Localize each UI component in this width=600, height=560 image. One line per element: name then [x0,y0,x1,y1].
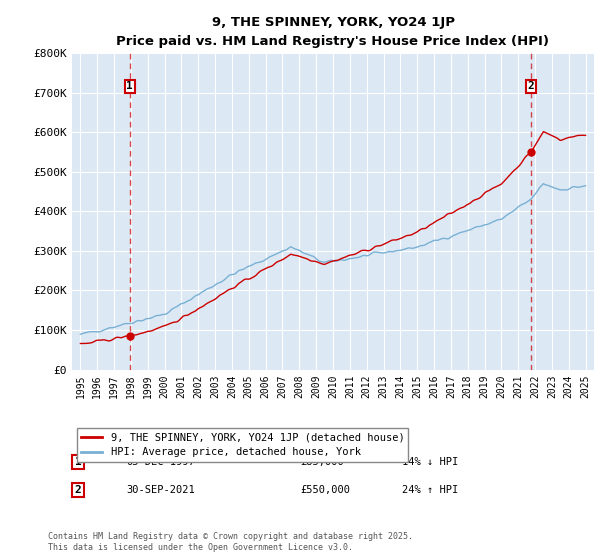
Text: 24% ↑ HPI: 24% ↑ HPI [402,485,458,495]
Text: 2: 2 [527,81,534,91]
Text: 30-SEP-2021: 30-SEP-2021 [126,485,195,495]
Text: 2: 2 [74,485,82,495]
Text: 1: 1 [126,81,133,91]
Text: £85,000: £85,000 [300,457,344,467]
Text: £550,000: £550,000 [300,485,350,495]
Title: 9, THE SPINNEY, YORK, YO24 1JP
Price paid vs. HM Land Registry's House Price Ind: 9, THE SPINNEY, YORK, YO24 1JP Price pai… [116,16,550,48]
Text: 14% ↓ HPI: 14% ↓ HPI [402,457,458,467]
Legend: 9, THE SPINNEY, YORK, YO24 1JP (detached house), HPI: Average price, detached ho: 9, THE SPINNEY, YORK, YO24 1JP (detached… [77,428,409,461]
Text: 05-DEC-1997: 05-DEC-1997 [126,457,195,467]
Text: 1: 1 [74,457,82,467]
Text: Contains HM Land Registry data © Crown copyright and database right 2025.
This d: Contains HM Land Registry data © Crown c… [48,532,413,552]
